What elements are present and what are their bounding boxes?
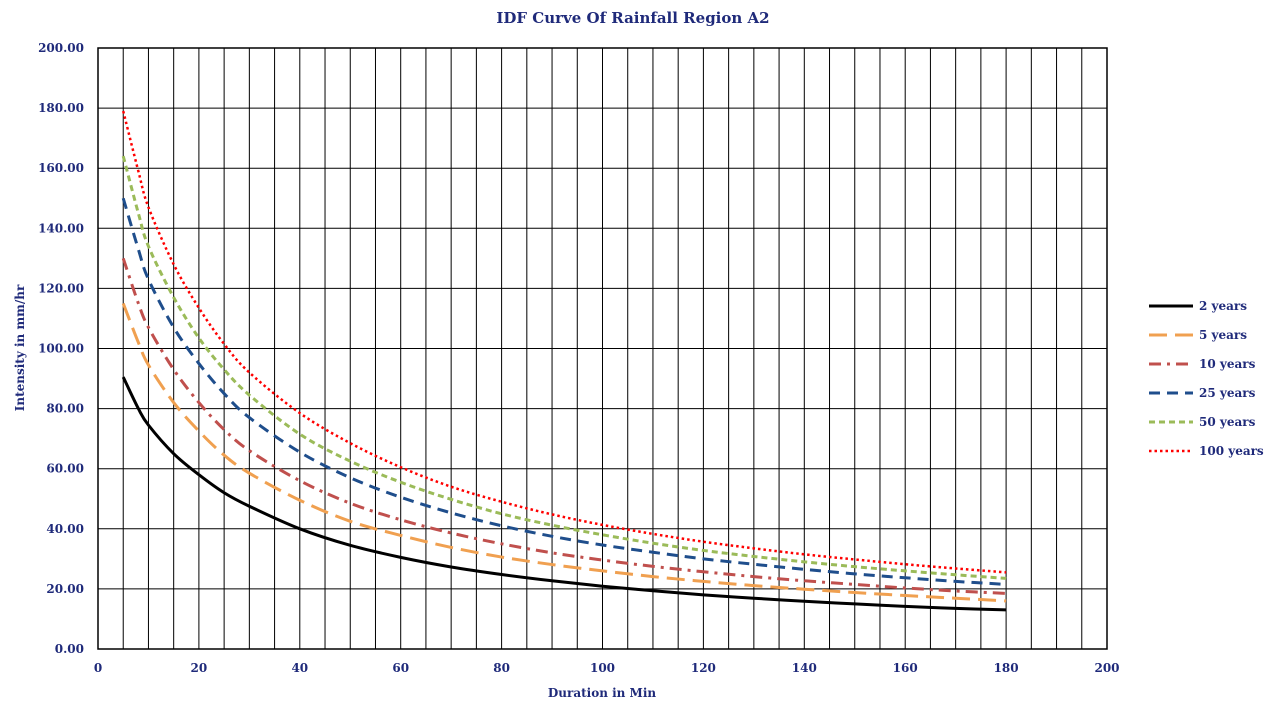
x-tick-label: 180 xyxy=(994,661,1019,675)
y-tick-label: 180.00 xyxy=(38,101,84,115)
y-tick-label: 140.00 xyxy=(38,221,84,235)
legend-label: 10 years xyxy=(1199,357,1256,371)
y-tick-label: 0.00 xyxy=(55,642,84,656)
series-line-25-years xyxy=(121,197,1007,586)
series-line-10-years xyxy=(121,257,1007,595)
y-tick-label: 80.00 xyxy=(46,402,84,416)
legend-label: 100 years xyxy=(1199,444,1264,458)
axes: 0 20 40 60 80 100 120 140 160 180 200 0.00 20.00 40.0… xyxy=(38,41,1119,675)
plot-border xyxy=(97,47,1108,650)
x-tick-label: 0 xyxy=(94,661,102,675)
series-line-2-years xyxy=(121,376,1007,612)
x-tick-label: 200 xyxy=(1094,661,1119,675)
y-tick-label: 200.00 xyxy=(38,41,84,55)
legend: 2 years 5 years 10 years 25 years 50 years 10… xyxy=(1149,299,1264,458)
x-tick-label: 60 xyxy=(392,661,409,675)
x-tick-label: 20 xyxy=(191,661,208,675)
y-tick-label: 60.00 xyxy=(46,462,84,476)
x-axis-title: Duration in Min xyxy=(548,686,657,700)
x-tick-label: 100 xyxy=(590,661,615,675)
legend-label: 5 years xyxy=(1199,328,1247,342)
y-tick-label: 100.00 xyxy=(38,342,84,356)
x-tick-label: 140 xyxy=(792,661,817,675)
series-line-50-years xyxy=(121,155,1007,580)
series-lines xyxy=(121,110,1007,612)
x-tick-label: 120 xyxy=(691,661,716,675)
legend-label: 2 years xyxy=(1199,299,1247,313)
chart-title: IDF Curve Of Rainfall Region A2 xyxy=(496,9,769,27)
y-tick-label: 160.00 xyxy=(38,161,84,175)
x-tick-label: 80 xyxy=(493,661,510,675)
y-tick-label: 40.00 xyxy=(46,522,84,536)
series-line-5-years xyxy=(121,302,1007,603)
y-axis-title: Intensity in mm/hr xyxy=(13,284,27,411)
x-tick-label: 160 xyxy=(893,661,918,675)
legend-label: 50 years xyxy=(1199,415,1256,429)
x-tick-label: 40 xyxy=(291,661,308,675)
legend-label: 25 years xyxy=(1199,386,1256,400)
y-tick-label: 20.00 xyxy=(46,582,84,596)
series-line-100-years xyxy=(122,110,1007,574)
y-tick-label: 120.00 xyxy=(38,281,84,295)
grid xyxy=(97,47,1108,650)
